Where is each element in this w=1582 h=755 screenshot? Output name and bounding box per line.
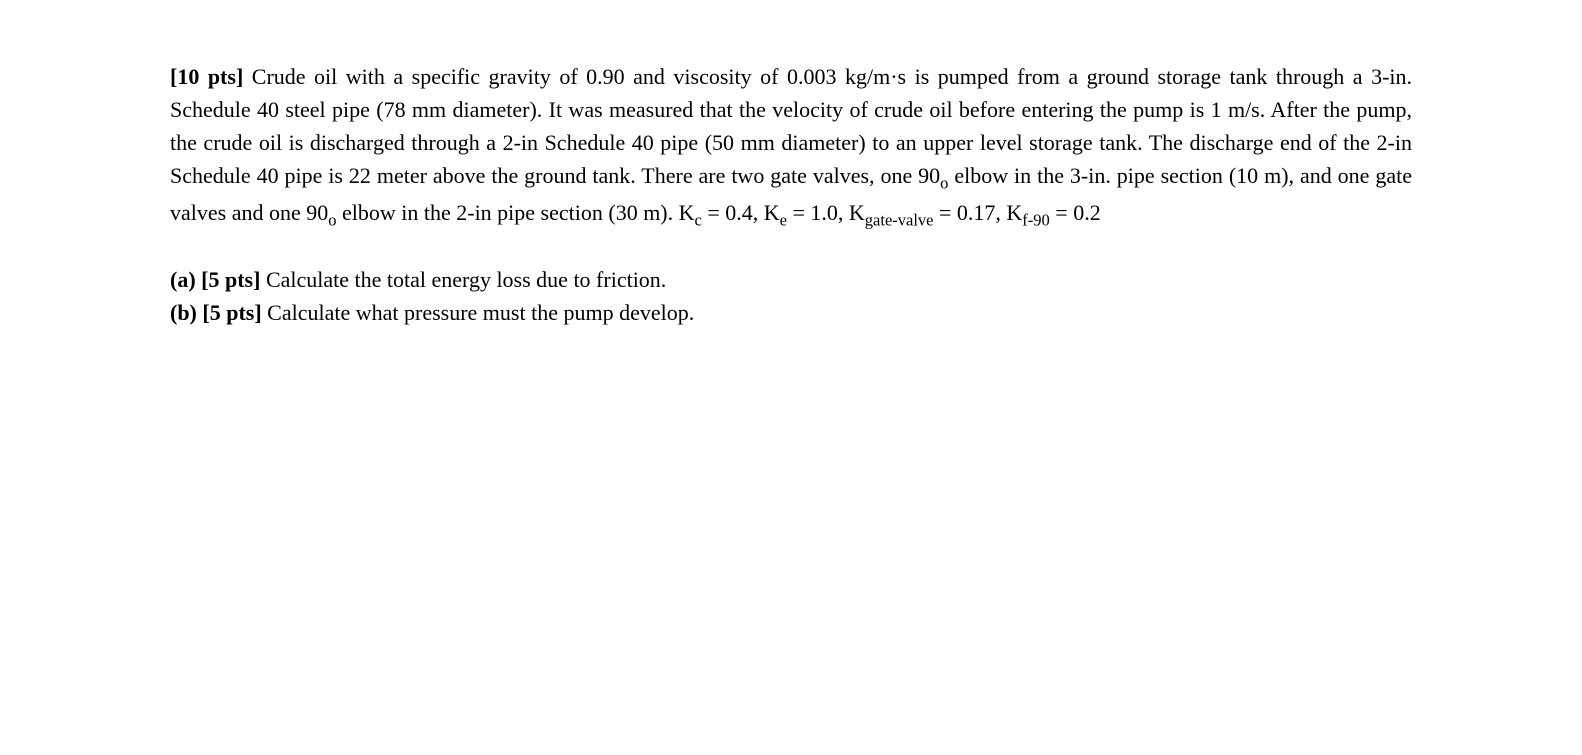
k-sub-c: c bbox=[695, 211, 702, 230]
part-a-text: Calculate the total energy loss due to f… bbox=[260, 267, 666, 292]
eq-text-3: = 0.17, K bbox=[934, 200, 1023, 225]
eq-text-2: = 1.0, K bbox=[787, 200, 865, 225]
problem-statement: [10 pts] Crude oil with a specific gravi… bbox=[170, 60, 1412, 233]
part-b-text: Calculate what pressure must the pump de… bbox=[262, 300, 695, 325]
question-part-b: (b) [5 pts] Calculate what pressure must… bbox=[170, 296, 1412, 329]
points-label: [10 pts] bbox=[170, 64, 243, 89]
statement-text-3: elbow in the 2-in pipe section (30 m). K bbox=[336, 200, 694, 225]
k-sub-e: e bbox=[780, 211, 787, 230]
part-b-label: (b) [5 pts] bbox=[170, 300, 262, 325]
eq-text-1: = 0.4, K bbox=[702, 200, 780, 225]
question-part-a: (a) [5 pts] Calculate the total energy l… bbox=[170, 263, 1412, 296]
k-sub-f90: f-90 bbox=[1022, 211, 1050, 230]
k-sub-gate: gate-valve bbox=[865, 211, 934, 230]
eq-text-4: = 0.2 bbox=[1050, 200, 1101, 225]
part-a-label: (a) [5 pts] bbox=[170, 267, 260, 292]
